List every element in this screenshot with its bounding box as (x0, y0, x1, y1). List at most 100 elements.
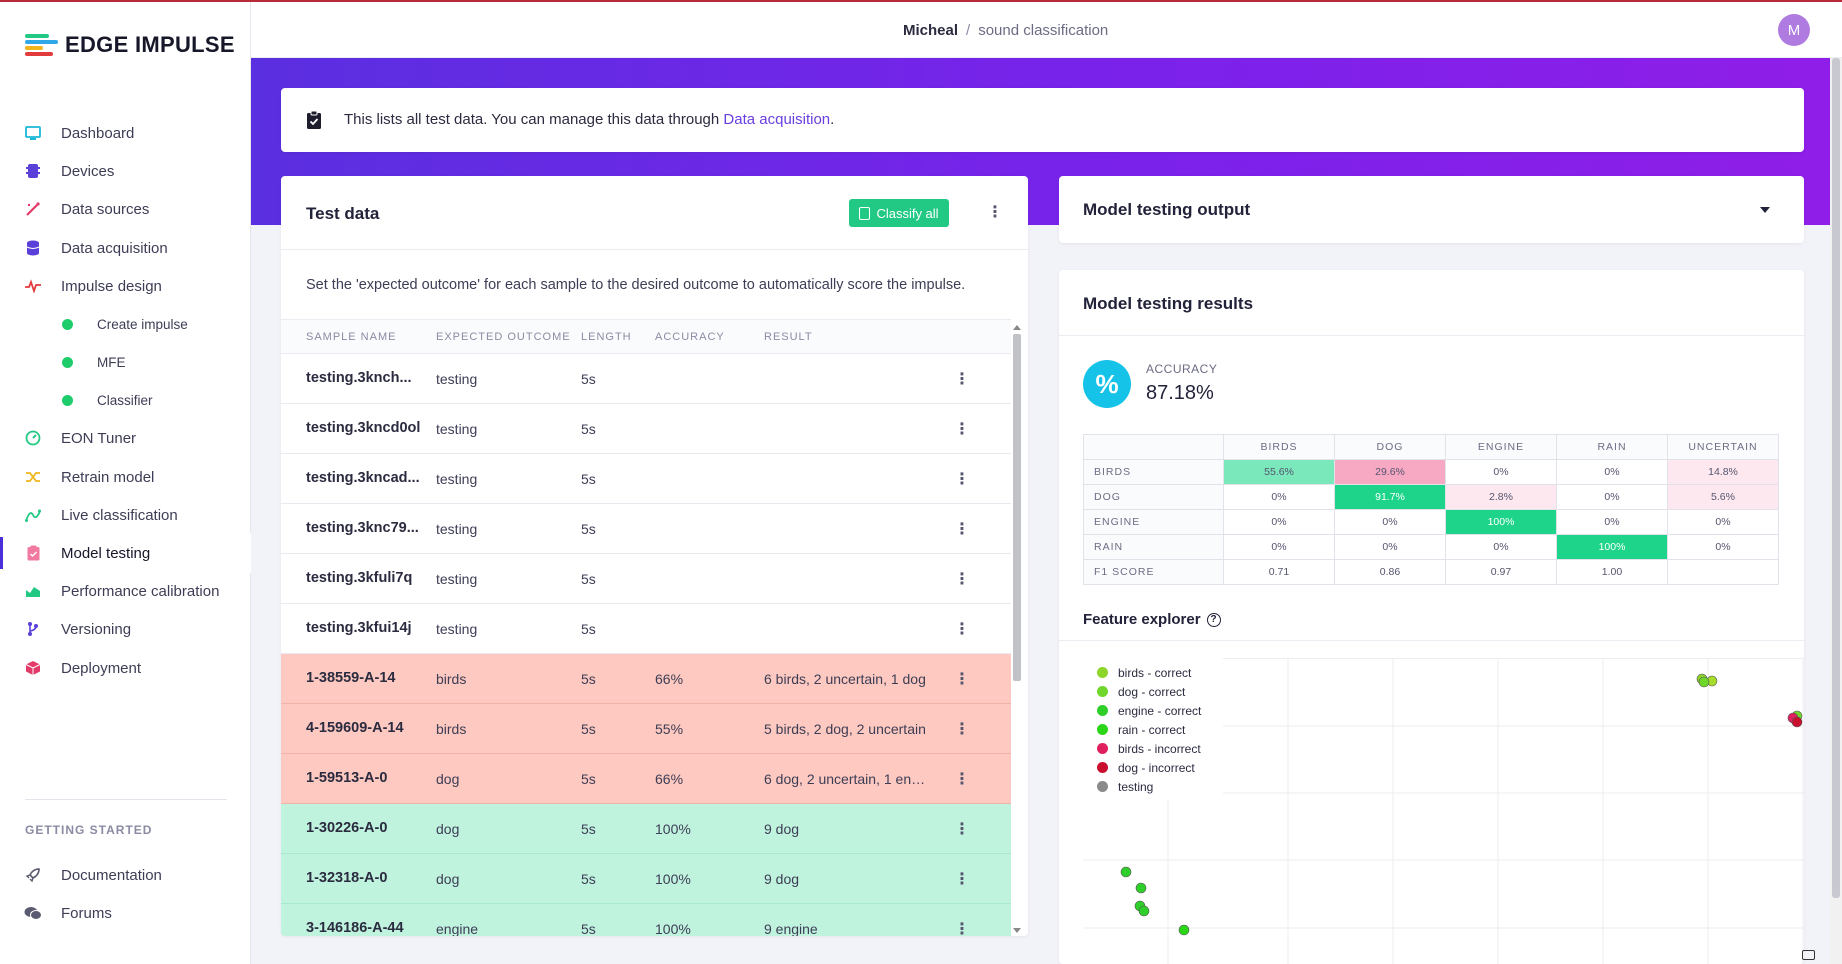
classify-all-button[interactable]: Classify all (849, 199, 949, 227)
table-scrollbar[interactable] (1011, 323, 1023, 935)
clipboard-icon (24, 544, 42, 562)
legend-item[interactable]: birds - incorrect (1097, 739, 1223, 758)
confusion-cell: 29.6% (1334, 459, 1446, 485)
sidebar-item-versioning[interactable]: Versioning (0, 609, 251, 649)
legend-item[interactable]: testing (1097, 777, 1223, 796)
column-header-expected-outcome[interactable]: EXPECTED OUTCOME (436, 331, 571, 343)
table-row[interactable]: 4-159609-A-14 birds 5s 55% 5 birds, 2 dog, 2… (281, 704, 1011, 754)
chat-widget-icon[interactable] (1802, 950, 1815, 960)
table-row[interactable]: 1-30226-A-0 dog 5s 100% 9 dog ⋮ (281, 804, 1011, 854)
table-row[interactable]: 1-38559-A-14 birds 5s 66% 6 birds, 2 uncerta… (281, 654, 1011, 704)
sidebar-item-retrain-model[interactable]: Retrain model (0, 457, 251, 497)
cell-expected-outcome[interactable]: engine (436, 921, 479, 936)
chevron-down-icon[interactable] (1760, 207, 1770, 213)
sidebar-item-mfe[interactable]: MFE (0, 342, 251, 382)
row-menu-kebab-icon[interactable]: ⋮ (954, 871, 970, 888)
cell-expected-outcome[interactable]: testing (436, 471, 478, 487)
feature-explorer-legend: birds - correct dog - correct engine - cor… (1083, 658, 1223, 800)
sidebar-item-dashboard[interactable]: Dashboard (0, 113, 251, 153)
cell-expected-outcome[interactable]: birds (436, 671, 467, 687)
sidebar-item-classifier[interactable]: Classifier (0, 380, 251, 420)
sidebar-item-label: Documentation (61, 866, 162, 884)
legend-item[interactable]: engine - correct (1097, 701, 1223, 720)
cell-accuracy: 66% (655, 771, 684, 787)
row-menu-kebab-icon[interactable]: ⋮ (954, 921, 970, 936)
row-menu-kebab-icon[interactable]: ⋮ (954, 621, 970, 638)
table-row[interactable]: 3-146186-A-44 engine 5s 100% 9 engine ⋮ (281, 904, 1011, 936)
data-acquisition-link[interactable]: Data acquisition (723, 111, 831, 128)
sidebar-item-data-acquisition[interactable]: Data acquisition (0, 228, 251, 268)
page-scrollbar[interactable] (1830, 58, 1842, 964)
column-header-accuracy[interactable]: ACCURACY (655, 331, 725, 343)
row-menu-kebab-icon[interactable]: ⋮ (954, 671, 970, 688)
breadcrumb-project[interactable]: sound classification (978, 22, 1109, 39)
help-icon[interactable]: ? (1206, 612, 1221, 627)
feature-explorer-plot[interactable]: birds - correct dog - correct engine - cor… (1083, 658, 1804, 964)
legend-item[interactable]: dog - correct (1097, 682, 1223, 701)
row-menu-kebab-icon[interactable]: ⋮ (954, 771, 970, 788)
brand-logo[interactable]: EDGE IMPULSE (25, 32, 235, 58)
breadcrumb-user[interactable]: Micheal (903, 22, 959, 39)
confusion-cell: 2.8% (1445, 484, 1557, 510)
sidebar-item-documentation[interactable]: Documentation (0, 855, 251, 895)
cell-expected-outcome[interactable]: testing (436, 421, 478, 437)
cell-length: 5s (581, 721, 596, 737)
table-row[interactable]: testing.3kncd0ol testing 5s ⋮ (281, 404, 1011, 454)
cell-expected-outcome[interactable]: testing (436, 371, 478, 387)
cell-expected-outcome[interactable]: dog (436, 821, 460, 837)
chart-area-icon (24, 582, 42, 600)
cell-expected-outcome[interactable]: birds (436, 721, 467, 737)
scroll-down-icon[interactable] (1013, 928, 1021, 933)
confusion-cell: 5.6% (1667, 484, 1779, 510)
row-menu-kebab-icon[interactable]: ⋮ (954, 521, 970, 538)
test-data-menu-kebab-icon[interactable]: ⋮ (987, 204, 1003, 221)
avatar[interactable]: M (1778, 14, 1810, 46)
sidebar-item-eon-tuner[interactable]: EON Tuner (0, 418, 251, 458)
cell-accuracy: 100% (655, 821, 691, 837)
sidebar-item-forums[interactable]: Forums (0, 893, 251, 933)
sidebar-item-create-impulse[interactable]: Create impulse (0, 304, 251, 344)
column-header-length[interactable]: LENGTH (581, 331, 632, 343)
table-row[interactable]: testing.3knch... testing 5s ⋮ (281, 354, 1011, 404)
row-menu-kebab-icon[interactable]: ⋮ (954, 421, 970, 438)
sidebar-item-live-classification[interactable]: Live classification (0, 495, 251, 535)
sidebar-item-data-sources[interactable]: Data sources (0, 189, 251, 229)
sidebar-item-model-testing[interactable]: Model testing (0, 533, 251, 573)
cell-expected-outcome[interactable]: dog (436, 871, 460, 887)
sidebar-item-deployment[interactable]: Deployment (0, 648, 251, 688)
cell-expected-outcome[interactable]: testing (436, 521, 478, 537)
cell-expected-outcome[interactable]: testing (436, 621, 478, 637)
model-testing-output-card[interactable]: Model testing output (1059, 176, 1804, 243)
row-menu-kebab-icon[interactable]: ⋮ (954, 821, 970, 838)
feature-explorer-scatter[interactable] (1083, 658, 1804, 964)
scroll-up-icon[interactable] (1013, 325, 1021, 330)
column-header-sample-name[interactable]: SAMPLE NAME (306, 331, 397, 343)
row-menu-kebab-icon[interactable]: ⋮ (954, 371, 970, 388)
cell-length: 5s (581, 821, 596, 837)
table-row[interactable]: testing.3kncad... testing 5s ⋮ (281, 454, 1011, 504)
legend-item[interactable]: birds - correct (1097, 663, 1223, 682)
sidebar-item-devices[interactable]: Devices (0, 151, 251, 191)
table-row[interactable]: testing.3kfui14j testing 5s ⋮ (281, 604, 1011, 654)
row-menu-kebab-icon[interactable]: ⋮ (954, 571, 970, 588)
confusion-column-header: RAIN (1556, 434, 1668, 460)
sidebar-item-impulse-design[interactable]: Impulse design (0, 266, 251, 306)
legend-item[interactable]: dog - incorrect (1097, 758, 1223, 777)
table-row[interactable]: testing.3kfuli7q testing 5s ⋮ (281, 554, 1011, 604)
row-menu-kebab-icon[interactable]: ⋮ (954, 721, 970, 738)
status-dot-icon (62, 394, 73, 406)
table-row[interactable]: testing.3knc79... testing 5s ⋮ (281, 504, 1011, 554)
cell-expected-outcome[interactable]: testing (436, 571, 478, 587)
cell-length: 5s (581, 921, 596, 936)
table-scrollbar-thumb[interactable] (1013, 334, 1021, 681)
page-scrollbar-thumb[interactable] (1832, 58, 1840, 898)
legend-item[interactable]: rain - correct (1097, 720, 1223, 739)
confusion-row: BIRDS 55.6% 29.6% 0% 0% 14.8% (1083, 459, 1779, 485)
model-testing-results-card: Model testing results % ACCURACY 87.18% … (1059, 270, 1804, 964)
sidebar-item-performance-calibration[interactable]: Performance calibration (0, 571, 251, 611)
cell-expected-outcome[interactable]: dog (436, 771, 460, 787)
row-menu-kebab-icon[interactable]: ⋮ (954, 471, 970, 488)
table-row[interactable]: 1-59513-A-0 dog 5s 66% 6 dog, 2 uncertain, 1… (281, 754, 1011, 804)
table-row[interactable]: 1-32318-A-0 dog 5s 100% 9 dog ⋮ (281, 854, 1011, 904)
column-header-result[interactable]: RESULT (764, 331, 813, 343)
